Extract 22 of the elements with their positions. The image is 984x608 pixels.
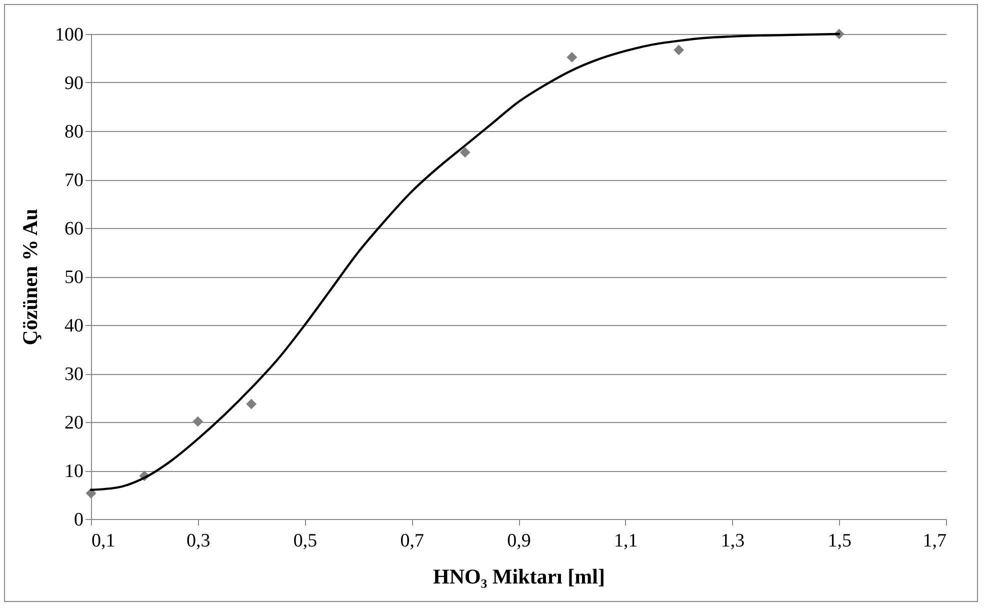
y-tick-label: 10 (64, 461, 84, 482)
x-tick-label: 1,3 (720, 530, 745, 552)
y-tick-label: 40 (64, 316, 84, 336)
y-tick-label: 70 (64, 170, 84, 191)
y-tick-label: 100 (55, 24, 84, 46)
x-tick-label: 0,7 (400, 530, 424, 552)
y-axis-title: Çözünen % Au (18, 208, 42, 346)
y-tick-label: 60 (64, 218, 84, 240)
y-tick-label: 30 (64, 364, 84, 385)
y-tick-label: 80 (64, 122, 84, 142)
x-tick-label: 1,1 (614, 530, 638, 552)
y-tick-label: 0 (74, 510, 84, 530)
x-tick-label: 0,5 (293, 530, 318, 552)
x-tick-label: 0,1 (92, 530, 116, 552)
y-tick-label: 50 (64, 267, 84, 288)
y-tick-label: 90 (64, 73, 84, 94)
x-tick-label: 0,9 (507, 530, 531, 552)
x-tick-label: 0,3 (186, 530, 210, 552)
x-tick-label: 1,7 (922, 530, 946, 552)
x-axis-title: HNO₃ Miktarı [ml] (433, 564, 605, 588)
x-tick-label: 1,5 (828, 530, 852, 552)
y-tick-label: 20 (64, 412, 84, 434)
